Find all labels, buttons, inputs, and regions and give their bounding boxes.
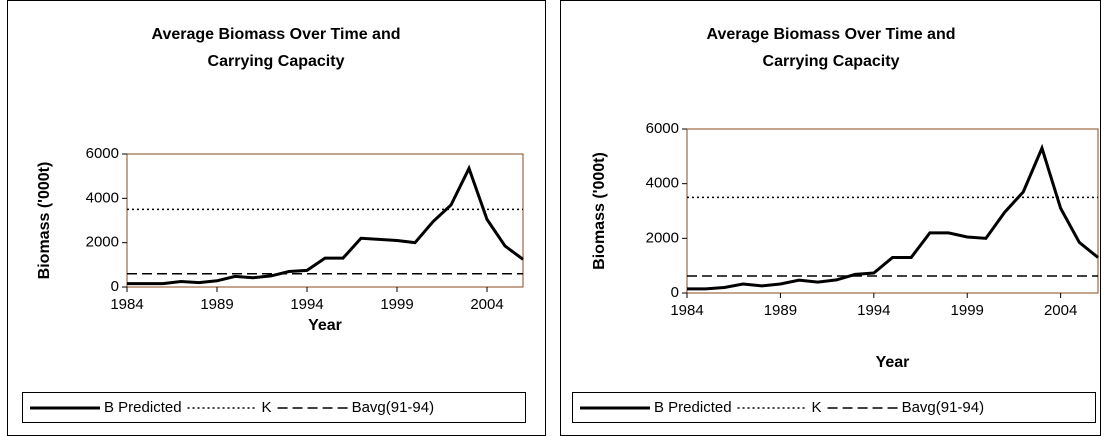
y-tick-label: 4000 — [86, 189, 119, 206]
x-tick-label: 1994 — [857, 302, 890, 319]
y-tick-label: 2000 — [646, 229, 679, 246]
legend-label: K — [812, 399, 822, 416]
y-tick-label: 2000 — [86, 234, 119, 251]
x-tick-label: 1994 — [290, 296, 323, 313]
x-tick-label: 1989 — [764, 302, 797, 319]
legend-box — [22, 392, 526, 423]
chart-subtitle: Carrying Capacity — [763, 53, 900, 70]
series-line — [127, 164, 524, 286]
y-tick-label: 0 — [111, 278, 119, 295]
legend-label: B Predicted — [104, 399, 182, 416]
x-tick-label: 1999 — [380, 296, 413, 313]
x-tick-label: 1984 — [110, 296, 143, 313]
legend-label: Bavg(91-94) — [352, 399, 435, 416]
y-tick-label: 6000 — [646, 120, 679, 137]
y-tick-label: 4000 — [646, 175, 679, 192]
legend-label: K — [262, 399, 272, 416]
x-axis-label: Year — [308, 317, 342, 334]
x-tick-label: 1999 — [951, 302, 984, 319]
legend-label: B Predicted — [654, 399, 732, 416]
chart-title: Average Biomass Over Time and — [152, 26, 401, 43]
x-tick-label: 1989 — [200, 296, 233, 313]
plot-area — [686, 128, 1099, 294]
legend-label: Bavg(91-94) — [902, 399, 985, 416]
y-axis-label: Biomass ('000t) — [36, 162, 53, 280]
chart-title: Average Biomass Over Time and — [707, 26, 956, 43]
y-axis-label: Biomass ('000t) — [591, 152, 608, 270]
series-line — [687, 143, 1099, 291]
x-tick-label: 1984 — [670, 302, 703, 319]
chart-subtitle: Carrying Capacity — [208, 53, 345, 70]
y-tick-label: 0 — [671, 284, 679, 301]
x-axis-label: Year — [876, 354, 910, 371]
x-tick-label: 2004 — [470, 296, 503, 313]
y-tick-label: 6000 — [86, 145, 119, 162]
x-tick-label: 2004 — [1044, 302, 1077, 319]
plot-area — [126, 153, 524, 288]
